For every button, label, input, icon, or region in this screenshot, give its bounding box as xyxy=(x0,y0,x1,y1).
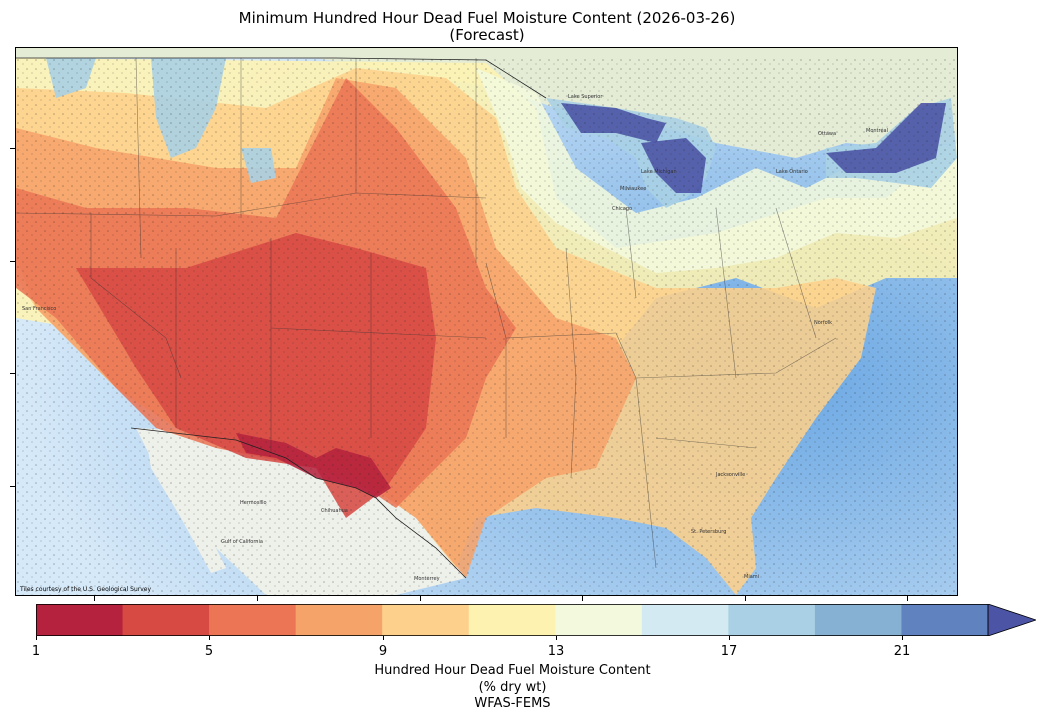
colorbar-extend-arrow xyxy=(987,604,1036,636)
x-tick xyxy=(420,596,421,601)
label-jacksonville: Jacksonville xyxy=(715,472,745,478)
colorbar-tick-label: 21 xyxy=(893,644,911,659)
colorbar-segment xyxy=(555,604,643,636)
x-tick xyxy=(582,596,583,601)
colorbar-segment xyxy=(728,604,816,636)
x-tick xyxy=(745,596,746,601)
colorbar-outline xyxy=(36,604,989,636)
colorbar-segment xyxy=(209,604,297,636)
label-lake-ontario: Lake Ontario xyxy=(776,169,808,175)
fuel-moisture-map[interactable]: San Francisco Hermosillo Chihuahua Monte… xyxy=(15,47,958,596)
colorbar-tick xyxy=(383,636,384,640)
label-ottawa: Ottawa xyxy=(818,131,836,137)
y-tick xyxy=(10,373,15,374)
colorbar-segment xyxy=(814,604,902,636)
label-lake-superior: Lake Superior xyxy=(568,94,603,100)
label-gulf-of-california: Gulf of California xyxy=(221,539,263,545)
label-miami: Miami xyxy=(744,574,759,580)
map-canvas: San Francisco Hermosillo Chihuahua Monte… xyxy=(16,48,957,595)
colorbar-title: Hundred Hour Dead Fuel Moisture Content xyxy=(374,663,651,678)
colorbar-segment xyxy=(468,604,556,636)
y-tick xyxy=(10,261,15,262)
colorbar-units: (% dry wt) xyxy=(478,680,547,695)
x-tick xyxy=(257,596,258,601)
colorbar-tick xyxy=(209,636,210,640)
colorbar-segment xyxy=(36,604,124,636)
colorbar-tick xyxy=(556,636,557,640)
label-norfolk: Norfolk xyxy=(814,320,832,326)
colorbar-segment xyxy=(295,604,383,636)
label-monterrey: Monterrey xyxy=(414,576,440,582)
stippling xyxy=(16,58,957,595)
colorbar-tick xyxy=(902,636,903,640)
colorbar-segment xyxy=(901,604,989,636)
state-borders xyxy=(16,57,837,569)
colorbar-tick xyxy=(36,636,37,640)
colorbar-tick-label: 13 xyxy=(547,644,565,659)
label-hermosillo: Hermosillo xyxy=(240,500,267,506)
colorbar-tick-label: 5 xyxy=(204,644,214,659)
colorbar-segment xyxy=(382,604,470,636)
x-tick xyxy=(907,596,908,601)
colorbar xyxy=(36,604,1036,636)
map-title: Minimum Hundred Hour Dead Fuel Moisture … xyxy=(238,9,736,27)
label-san-francisco: San Francisco xyxy=(22,306,56,312)
colorbar-tick-label: 17 xyxy=(720,644,738,659)
colorbar-tick-label: 9 xyxy=(378,644,388,659)
x-tick xyxy=(94,596,95,601)
y-tick xyxy=(10,148,15,149)
colorbar-tick-label: 1 xyxy=(31,644,41,659)
national-borders xyxy=(16,57,547,579)
label-st-petersburg: St. Petersburg xyxy=(691,529,726,535)
colorbar-source: WFAS-FEMS xyxy=(474,696,551,711)
colorbar-segment xyxy=(641,604,729,636)
y-tick xyxy=(10,486,15,487)
label-chihuahua: Chihuahua xyxy=(321,508,348,514)
colorbar-tick xyxy=(729,636,730,640)
tile-attribution: Tiles courtesy of the U.S. Geological Su… xyxy=(20,586,152,593)
label-milwaukee: Milwaukee xyxy=(620,186,646,192)
label-montreal: Montréal xyxy=(866,127,888,134)
label-chicago: Chicago xyxy=(612,206,632,212)
colorbar-segment xyxy=(122,604,210,636)
label-lake-michigan: Lake Michigan xyxy=(641,169,677,175)
map-subtitle: (Forecast) xyxy=(449,26,525,44)
